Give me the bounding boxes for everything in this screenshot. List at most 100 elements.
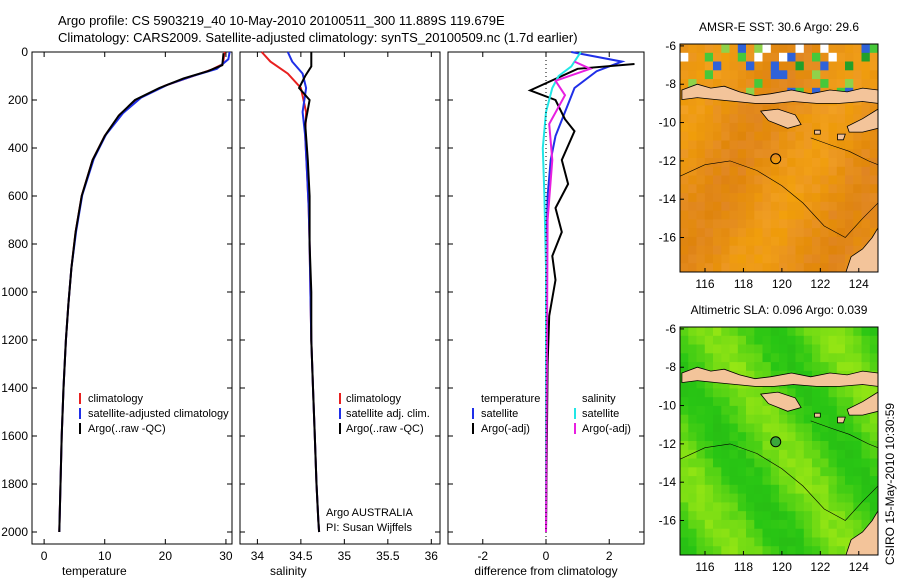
sst_map-cell [795,228,805,238]
sst_map-cell [812,52,821,63]
sst_map-cell [812,166,821,177]
sst_map-cell [680,184,689,194]
sla_map-cell [836,467,846,477]
sst_map-cell [721,166,731,177]
sla_map-cell [680,414,689,425]
sla_map-cell [779,441,788,451]
sla_map-cell [803,546,813,555]
sst_map-cell [721,254,731,264]
sst_map-cell [746,122,755,133]
sst_map-cell [812,175,821,185]
sst_map-cell [787,79,797,89]
sla_map-cell [754,458,764,468]
sla_map-cell [729,449,739,460]
sst_map-cell [754,79,764,89]
sst_map-cell [704,105,714,115]
sst_map-cell [737,184,747,194]
sst_map-cell [696,166,706,177]
sla_map-cell [845,484,854,495]
sst_map-cell [861,131,871,142]
sst_map-cell [861,236,871,247]
sla_map-cell [795,493,805,503]
sla_map-cell [721,397,731,407]
sst_map-cell [688,105,698,115]
sla_map-cell [713,344,722,354]
sst_map-cell [828,158,838,168]
sst_map-cell [704,166,714,177]
sst_map-cell [696,96,706,106]
sst_map-cell [828,52,838,63]
sst_map-cell [746,201,755,212]
sla_map-cell [721,546,731,555]
sst_map-cell [779,149,788,159]
sla_map-cell [762,546,772,555]
temperature-series-argo-raw-qc- [58,53,225,533]
sla_map-cell [688,449,698,460]
sla_map-cell [713,458,722,468]
sla_map-cell [853,388,863,398]
sla_map-cell [803,441,813,451]
sla_map-cell [795,449,805,460]
sst_map-cell [721,149,731,159]
sla_map-cell [713,467,722,477]
sla_map-land [759,391,802,412]
sla_map-cell [729,327,739,337]
sla_map-ytick-label: -14 [659,475,677,489]
sla_map-cell [820,537,830,547]
sla_map-cell [779,414,788,425]
sst_map-cell [845,105,854,115]
sla_map-cell [770,502,780,512]
sst_map-cell [812,79,821,89]
sst_map-cell [729,245,739,256]
sst_map-cell [737,61,747,71]
sla_map-cell [729,414,739,425]
sst_map-cell [853,114,863,124]
sla_map-cell [836,458,846,468]
sla_map-cell [680,327,689,337]
sla_map-cell [704,502,714,512]
sst_map-cell [713,96,722,106]
sst_map-cell [779,52,788,63]
salinity-annotation-line: Argo AUSTRALIA [326,507,413,519]
sst_map-cell [861,140,871,150]
sst_map-cell [696,228,706,238]
sla_map-cell [721,502,731,512]
sst_map-cell [770,184,780,194]
sla_map-cell [845,414,854,425]
sst_map-cell [770,79,780,89]
sla_map-cell [688,502,698,512]
sla_map-cell [853,519,863,530]
sst_map-cell [680,79,689,89]
sla_map-cell [820,458,830,468]
sst_map-cell [713,149,722,159]
sst_map-cell [812,70,821,80]
sst_map-cell [828,236,838,247]
sla_map-cell [779,405,788,416]
sst_map-cell [779,201,788,212]
sst_map-cell [704,254,714,264]
sla_map-cell [845,458,854,468]
sla_map-cell [770,467,780,477]
sst_map-cell [869,61,878,71]
sla_map-cell [746,370,755,381]
sla_map-cell [812,414,821,425]
sla_map-cell [680,432,689,442]
sla_map-cell [729,353,739,363]
sst_map-cell [713,114,722,124]
sst_map-cell [820,210,830,220]
sst_map-cell [812,228,821,238]
sla_map-cell [721,327,731,337]
sst_map-cell [787,228,797,238]
sla_map-cell [762,362,772,372]
sst_map-cell [853,245,863,256]
sla_map-cell [869,476,878,486]
sla_map-cell [688,528,698,539]
sst_map-cell [696,175,706,185]
salinity-frame [239,51,441,545]
sla_map-cell [861,458,871,468]
sst_map-cell [836,245,846,256]
sla_map-cell [861,362,871,372]
sst_map-cell [737,201,747,212]
sla_map-cell [828,484,838,495]
sla_map-cell [704,493,714,503]
